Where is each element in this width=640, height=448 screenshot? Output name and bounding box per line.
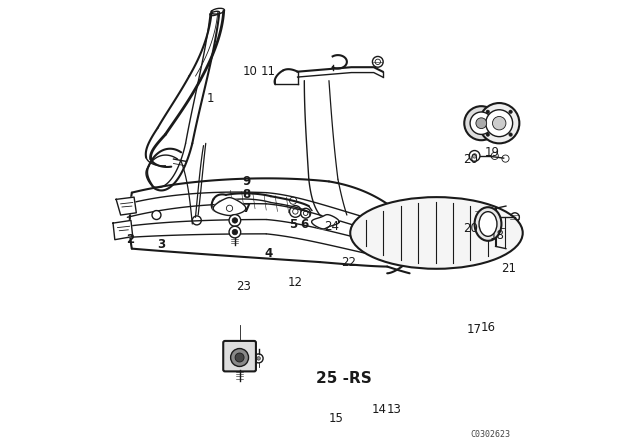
Circle shape <box>235 353 244 362</box>
Circle shape <box>301 208 310 218</box>
Circle shape <box>476 118 486 129</box>
Circle shape <box>229 215 241 226</box>
Text: 3: 3 <box>157 237 165 251</box>
Text: 15: 15 <box>328 412 343 426</box>
Circle shape <box>289 197 297 204</box>
Circle shape <box>230 349 248 366</box>
Text: 6: 6 <box>300 217 308 231</box>
Circle shape <box>486 133 490 136</box>
Circle shape <box>152 211 161 220</box>
Circle shape <box>193 216 201 225</box>
Ellipse shape <box>350 197 523 269</box>
Circle shape <box>509 133 513 136</box>
Circle shape <box>372 56 383 67</box>
FancyBboxPatch shape <box>223 341 256 371</box>
Circle shape <box>254 354 263 363</box>
Text: 13: 13 <box>387 403 401 417</box>
Text: 16: 16 <box>481 320 495 334</box>
Text: 19: 19 <box>485 146 500 159</box>
Circle shape <box>292 209 298 214</box>
Text: 21: 21 <box>500 262 516 276</box>
Circle shape <box>491 152 499 159</box>
Text: 11: 11 <box>261 65 276 78</box>
Text: 4: 4 <box>264 246 273 260</box>
Text: 9: 9 <box>242 175 250 188</box>
Text: 10: 10 <box>243 65 258 78</box>
Text: 18: 18 <box>490 228 504 242</box>
Circle shape <box>502 155 509 162</box>
Text: 7: 7 <box>242 202 250 215</box>
Circle shape <box>493 116 506 130</box>
Circle shape <box>475 207 483 215</box>
Circle shape <box>470 112 493 134</box>
Circle shape <box>464 106 499 140</box>
Text: 17: 17 <box>467 323 482 336</box>
Circle shape <box>479 103 520 143</box>
Polygon shape <box>113 220 132 240</box>
Text: 23: 23 <box>236 280 252 293</box>
Circle shape <box>509 110 513 114</box>
Text: 8: 8 <box>242 188 250 202</box>
Circle shape <box>232 229 237 235</box>
Circle shape <box>227 205 233 211</box>
Circle shape <box>289 206 301 217</box>
Text: 20: 20 <box>463 152 477 166</box>
Circle shape <box>229 226 241 238</box>
Text: 5: 5 <box>289 217 297 231</box>
Circle shape <box>486 110 513 137</box>
Circle shape <box>511 213 520 222</box>
Text: C0302623: C0302623 <box>470 430 510 439</box>
Circle shape <box>232 218 237 223</box>
Circle shape <box>375 59 380 65</box>
Circle shape <box>472 154 477 158</box>
Text: 24: 24 <box>324 220 339 233</box>
Text: 25 -RS: 25 -RS <box>316 371 371 386</box>
Text: 22: 22 <box>342 255 356 269</box>
Text: 20: 20 <box>463 222 477 235</box>
Circle shape <box>486 110 490 114</box>
Ellipse shape <box>479 212 497 237</box>
Text: 14: 14 <box>372 403 387 417</box>
Text: 2: 2 <box>127 233 134 246</box>
Polygon shape <box>213 198 246 215</box>
Ellipse shape <box>475 207 502 241</box>
Circle shape <box>303 211 308 215</box>
Text: 12: 12 <box>288 276 303 289</box>
Circle shape <box>257 357 260 360</box>
Polygon shape <box>312 215 339 229</box>
Text: 1: 1 <box>207 92 214 105</box>
Circle shape <box>469 151 480 161</box>
Polygon shape <box>116 197 136 215</box>
